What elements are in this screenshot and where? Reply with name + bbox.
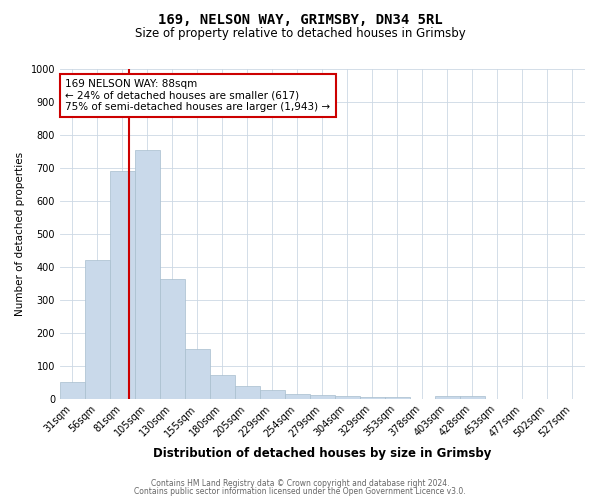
Bar: [285, 394, 310, 399]
Text: 169 NELSON WAY: 88sqm
← 24% of detached houses are smaller (617)
75% of semi-det: 169 NELSON WAY: 88sqm ← 24% of detached …: [65, 79, 330, 112]
Text: 169, NELSON WAY, GRIMSBY, DN34 5RL: 169, NELSON WAY, GRIMSBY, DN34 5RL: [158, 12, 442, 26]
Bar: [135, 150, 160, 399]
Bar: [235, 386, 260, 399]
Bar: [185, 348, 210, 399]
Text: Size of property relative to detached houses in Grimsby: Size of property relative to detached ho…: [134, 28, 466, 40]
Bar: [60, 382, 85, 399]
Bar: [110, 171, 135, 399]
Bar: [160, 280, 185, 399]
Bar: [310, 395, 335, 399]
Bar: [335, 396, 360, 399]
Y-axis label: Number of detached properties: Number of detached properties: [15, 152, 25, 316]
Text: Contains public sector information licensed under the Open Government Licence v3: Contains public sector information licen…: [134, 487, 466, 496]
Bar: [360, 397, 385, 399]
Bar: [385, 397, 410, 399]
X-axis label: Distribution of detached houses by size in Grimsby: Distribution of detached houses by size …: [153, 447, 491, 460]
Text: Contains HM Land Registry data © Crown copyright and database right 2024.: Contains HM Land Registry data © Crown c…: [151, 478, 449, 488]
Bar: [85, 260, 110, 399]
Bar: [260, 390, 285, 399]
Bar: [210, 375, 235, 399]
Bar: [435, 396, 460, 399]
Bar: [460, 396, 485, 399]
